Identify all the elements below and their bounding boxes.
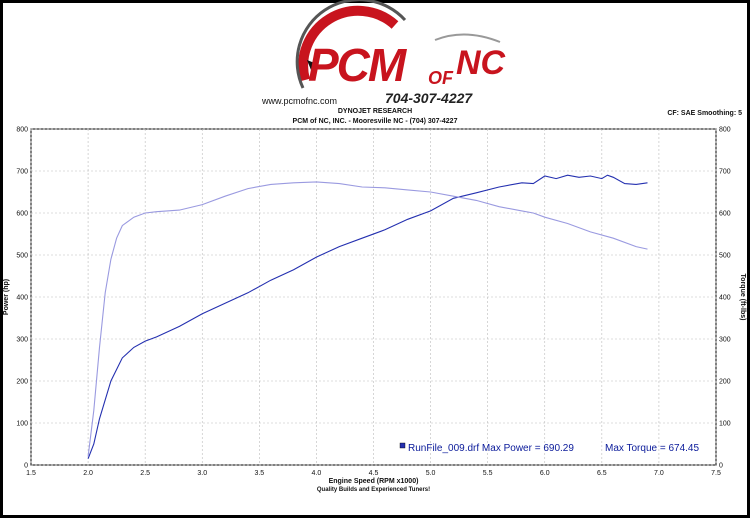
logo-website: www.pcmofnc.com [262, 96, 338, 106]
series-line-power [87, 174, 648, 459]
y-tick-label-right: 800 [719, 127, 731, 134]
y-tick-label-left: 400 [16, 295, 28, 302]
x-tick-label: 4.0 [312, 470, 322, 477]
y-tick-label-right: 500 [719, 253, 731, 260]
x-tick-label: 1.5 [26, 470, 36, 477]
chart-caption: Quality Builds and Experienced Tuners! [317, 487, 430, 493]
y-tick-label-left: 500 [16, 253, 28, 260]
x-tick-label: 6.0 [540, 470, 550, 477]
x-tick-label: 3.5 [254, 470, 264, 477]
x-tick-label: 7.0 [654, 470, 664, 477]
logo-phone: 704-307-4227 [385, 90, 473, 106]
y-tick-label-left: 100 [16, 421, 28, 428]
y-tick-label-right: 100 [719, 421, 731, 428]
correction-factor: CF: SAE Smoothing: 5 [667, 110, 742, 117]
y-tick-label-right: 600 [719, 211, 731, 218]
y-tick-label-left: 300 [16, 337, 28, 344]
y-tick-label-right: 200 [719, 379, 731, 386]
x-tick-label: 5.0 [426, 470, 436, 477]
x-tick-label: 6.5 [597, 470, 607, 477]
y-tick-label-left: 800 [16, 127, 28, 134]
x-axis-label: Engine Speed (RPM x1000) [329, 478, 419, 485]
y-tick-label-right: 700 [719, 169, 731, 176]
y-tick-label-right: 300 [719, 337, 731, 344]
y-tick-label-right: 400 [719, 295, 731, 302]
y-tick-label-left: 700 [16, 169, 28, 176]
x-tick-label: 7.5 [711, 470, 721, 477]
y-axis-label-left: Power (hp) [3, 279, 10, 315]
logo-brand-main: PCM [308, 39, 406, 91]
chart-title: DYNOJET RESEARCH [337, 108, 413, 115]
x-tick-label: 4.5 [369, 470, 379, 477]
chart-subtitle: PCM of NC, INC. - Mooresville NC - (704)… [292, 118, 458, 125]
legend-swatch [399, 442, 406, 449]
x-tick-label: 2.0 [83, 470, 93, 477]
logo-brand-region: NC [456, 44, 506, 82]
y-axis-label-right: Torque (ft-lbs) [739, 274, 746, 321]
y-tick-label-left: 200 [16, 379, 28, 386]
y-tick-label-left: 600 [16, 211, 28, 218]
legend-power-text: RunFile_009.drf Max Power = 690.29 [408, 443, 574, 454]
y-tick-label-left: 0 [24, 463, 28, 470]
x-tick-label: 5.5 [483, 470, 493, 477]
pcm-logo-graphic [295, 0, 501, 89]
x-tick-label: 2.5 [140, 470, 150, 477]
series-line-torque [87, 181, 648, 457]
x-tick-label: 3.0 [197, 470, 207, 477]
legend-torque-text: Max Torque = 674.45 [605, 443, 699, 454]
y-tick-label-right: 0 [719, 463, 723, 470]
logo-brand-of: OF [428, 68, 453, 88]
